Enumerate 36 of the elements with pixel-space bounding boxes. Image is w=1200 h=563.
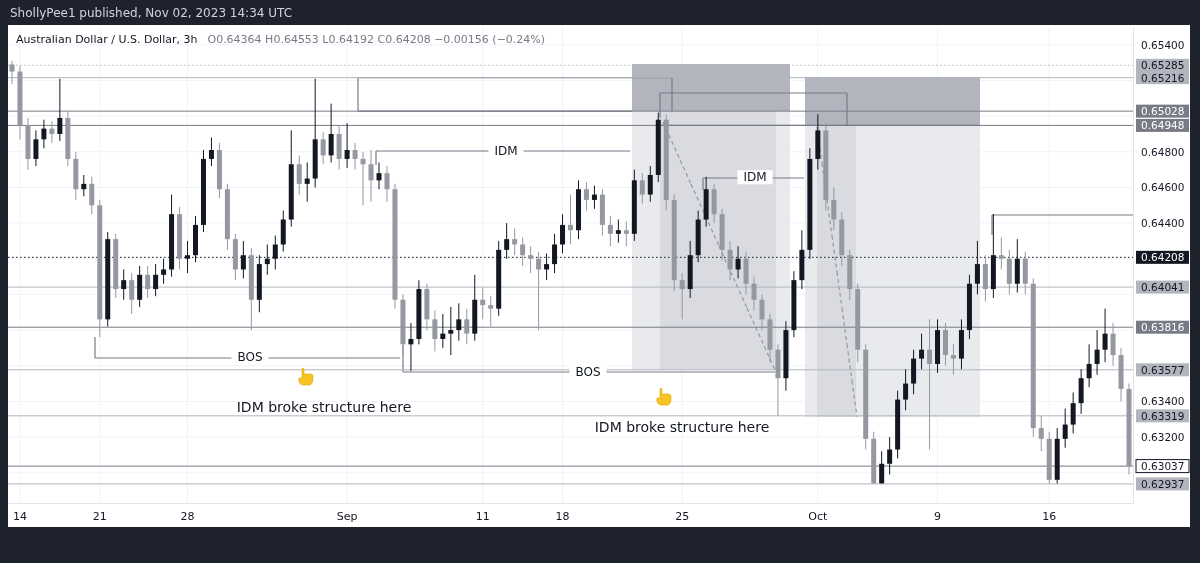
x-tick-label: 9 (934, 509, 942, 523)
text: Australian Dollar / U.S. Dollar, 3h (16, 33, 198, 46)
annotation: IDM broke structure here (594, 419, 770, 435)
y-tick-label: 0.64600 (1141, 181, 1185, 194)
ref-line-label: 0.65216 (1141, 71, 1185, 84)
annotation: BOS (575, 364, 601, 379)
annotation: IDM (494, 143, 518, 158)
x-tick-label: 11 (475, 509, 490, 523)
ref-line-label: 0.64948 (1141, 119, 1185, 132)
y-tick-label: 0.65400 (1141, 38, 1185, 51)
x-tick-label: 18 (555, 509, 570, 523)
x-tick-label: 16 (1042, 509, 1057, 523)
y-tick-label: 0.64400 (1141, 216, 1185, 229)
ref-line-label: 0.65028 (1141, 105, 1185, 118)
x-tick-label: Sep (336, 509, 358, 523)
ref-line-label: 0.64208 (1141, 251, 1185, 264)
y-tick-label: 0.64800 (1141, 145, 1185, 158)
x-tick-label: Oct (808, 509, 829, 523)
annotation: BOS (237, 350, 263, 365)
ref-line-label: 0.63577 (1141, 363, 1185, 376)
ref-line-label: 0.62937 (1141, 477, 1185, 490)
x-tick-label: 21 (92, 509, 107, 523)
y-tick-label: 0.63400 (1141, 395, 1185, 408)
text: O0.64364 H0.64553 L0.64192 C0.64208 −0.00156 (−0.24%) (207, 33, 546, 46)
text: ShollyPee1 published, Nov 02, 2023 14:34 UTC (10, 6, 293, 20)
ref-line-label: 0.63037 (1141, 460, 1185, 473)
ref-line-label: 0.64041 (1141, 281, 1185, 294)
annotation: IDM (743, 170, 767, 185)
ref-line-label: 0.63816 (1141, 321, 1185, 334)
x-tick-label: 14 (12, 509, 27, 523)
x-tick-label: 25 (675, 509, 690, 523)
ref-line-label: 0.65285 (1141, 59, 1185, 72)
y-tick-label: 0.63200 (1141, 430, 1185, 443)
ref-line-label: 0.63319 (1141, 409, 1185, 422)
annotation: IDM broke structure here (236, 399, 412, 415)
x-tick-label: 28 (180, 509, 195, 523)
